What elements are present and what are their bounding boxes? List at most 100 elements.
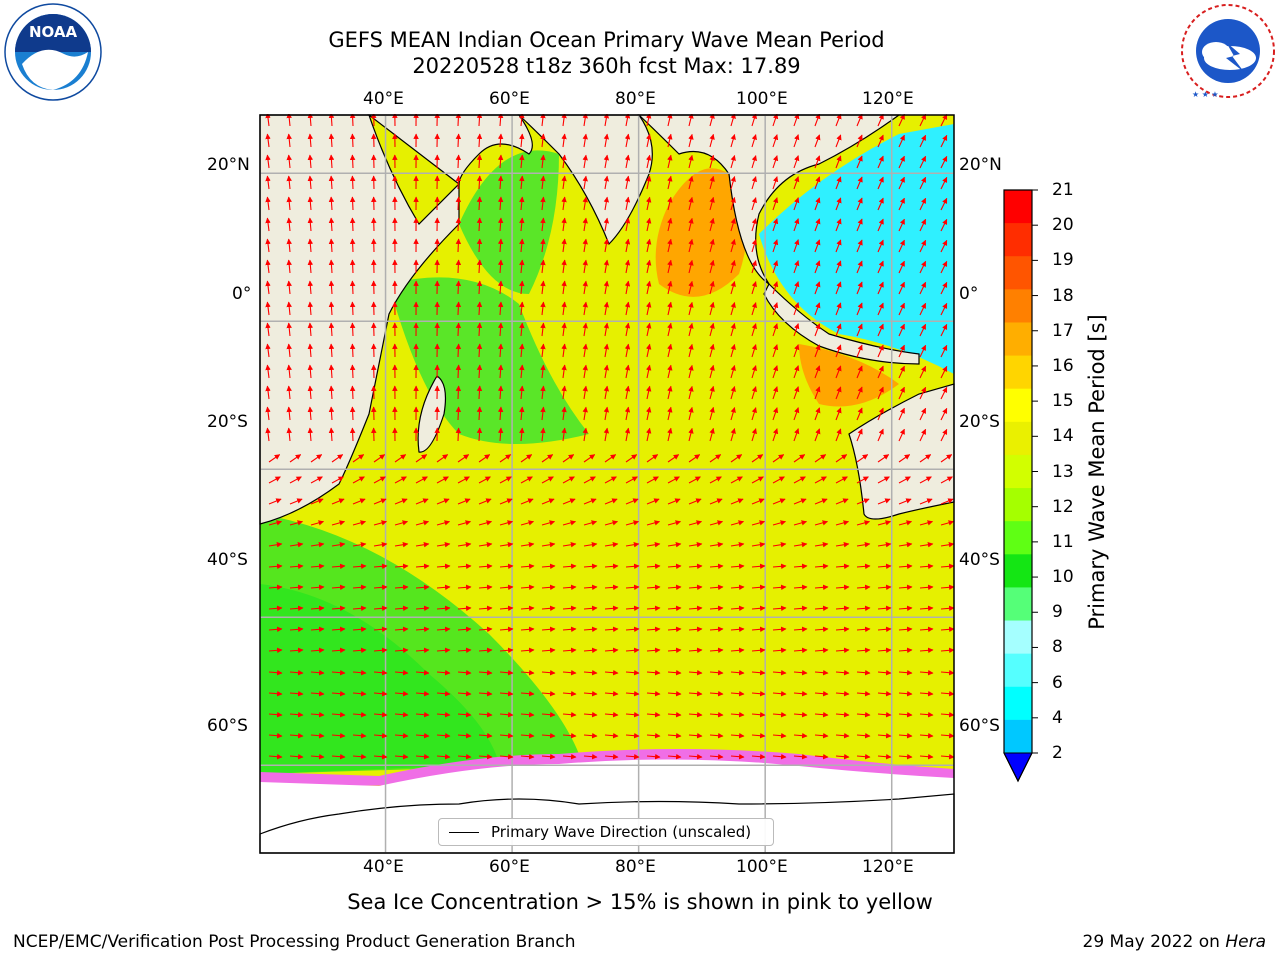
- wave-arrow: [519, 196, 525, 211]
- wave-arrow: [561, 196, 567, 211]
- colorbar-tick-label: 15: [1052, 391, 1074, 412]
- wave-arrow: [519, 364, 525, 379]
- wave-arrow: [268, 626, 283, 633]
- wave-arrow: [793, 302, 800, 316]
- wave-arrow: [940, 176, 948, 190]
- wave-arrow: [856, 690, 871, 697]
- noaa-logo-text: NOAA: [29, 23, 78, 41]
- colorbar-tick-label: 17: [1052, 320, 1074, 341]
- wave-arrow: [667, 520, 682, 526]
- wave-arrow: [455, 385, 462, 400]
- wave-arrow: [856, 753, 871, 760]
- wave-arrow: [625, 563, 640, 570]
- wave-arrow: [835, 669, 850, 676]
- wave-arrow: [307, 427, 314, 442]
- wave-arrow: [562, 563, 577, 570]
- wave-arrow: [562, 605, 577, 612]
- wave-arrow: [793, 498, 807, 505]
- wave-arrow: [289, 711, 304, 718]
- wave-arrow: [646, 454, 659, 463]
- wave-arrow: [751, 732, 766, 739]
- wave-arrow: [265, 385, 271, 400]
- wave-arrow: [814, 647, 829, 654]
- wave-arrow: [751, 428, 757, 442]
- wave-arrow: [352, 476, 365, 484]
- wave-arrow: [751, 386, 757, 400]
- wave-arrow: [751, 302, 757, 316]
- wave-arrow: [856, 344, 863, 358]
- wave-arrow: [645, 133, 652, 148]
- wave-arrow: [583, 669, 598, 676]
- colorbar-tick-label: 21: [1052, 180, 1074, 200]
- wave-arrow: [709, 732, 724, 739]
- wave-arrow: [265, 238, 271, 253]
- lat-tick-right: 60°S: [959, 716, 1000, 736]
- wave-arrow: [814, 134, 821, 148]
- wave-arrow: [394, 732, 409, 739]
- wave-arrow: [286, 217, 292, 232]
- wave-arrow: [352, 711, 367, 718]
- wave-arrow: [624, 259, 631, 274]
- wave-arrow: [478, 669, 493, 676]
- wave-arrow: [457, 732, 472, 739]
- wave-arrow: [667, 541, 682, 548]
- wave-arrow: [793, 711, 808, 718]
- wave-arrow: [688, 364, 694, 379]
- wave-arrow: [919, 584, 934, 591]
- colorbar-bin: [1004, 190, 1032, 224]
- wave-arrow: [519, 280, 525, 295]
- wave-arrow: [730, 259, 736, 274]
- wave-arrow: [688, 280, 694, 295]
- wave-arrow: [772, 476, 785, 484]
- wave-arrow: [624, 427, 631, 442]
- wave-arrow: [289, 690, 304, 697]
- wave-arrow: [730, 753, 745, 760]
- colorbar-bin: [1004, 719, 1032, 754]
- wave-arrow: [898, 176, 905, 190]
- wave-arrow: [540, 301, 546, 316]
- wave-arrow: [835, 541, 850, 548]
- wave-arrow: [349, 259, 356, 274]
- wave-arrow: [497, 322, 504, 337]
- wave-arrow: [394, 626, 409, 633]
- wave-arrow: [624, 154, 631, 169]
- wave-arrow: [877, 476, 890, 484]
- wave-arrow: [307, 385, 314, 400]
- wave-arrow: [688, 563, 703, 570]
- wave-arrow: [497, 406, 504, 421]
- wave-arrow: [415, 563, 430, 570]
- wave-arrow: [307, 217, 314, 232]
- wave-arrow: [919, 563, 934, 570]
- wave-arrow: [940, 197, 948, 211]
- wave-arrow: [751, 134, 757, 148]
- wave-arrow: [919, 407, 927, 421]
- wave-arrow: [646, 690, 661, 697]
- wave-arrow: [519, 427, 525, 442]
- wave-arrow: [667, 626, 682, 633]
- wave-arrow: [646, 647, 661, 654]
- wave-arrow: [835, 134, 842, 148]
- wave-arrow: [457, 454, 470, 463]
- wave-arrow: [919, 520, 934, 526]
- wave-arrow: [625, 476, 638, 484]
- wave-arrow: [457, 753, 472, 760]
- wave-arrow: [328, 238, 335, 253]
- wave-arrow: [331, 563, 346, 570]
- wave-arrow: [730, 498, 744, 505]
- wave-arrow: [583, 647, 598, 654]
- wave-arrow: [289, 563, 304, 570]
- wave-arrow: [349, 406, 356, 421]
- colorbar-tick-label: 2: [1052, 743, 1063, 763]
- wave-arrow: [772, 218, 779, 232]
- wave-arrow: [394, 647, 409, 654]
- wave-arrow: [856, 302, 863, 316]
- wave-arrow: [562, 626, 577, 633]
- wave-arrow: [328, 322, 335, 337]
- wave-arrow: [583, 690, 598, 697]
- wave-arrow: [814, 476, 827, 484]
- wave-arrow: [499, 476, 512, 484]
- wave-arrow: [561, 133, 567, 148]
- wave-arrow: [688, 476, 701, 484]
- wave-arrow: [331, 669, 346, 676]
- lon-tick-top: 100°E: [736, 89, 788, 109]
